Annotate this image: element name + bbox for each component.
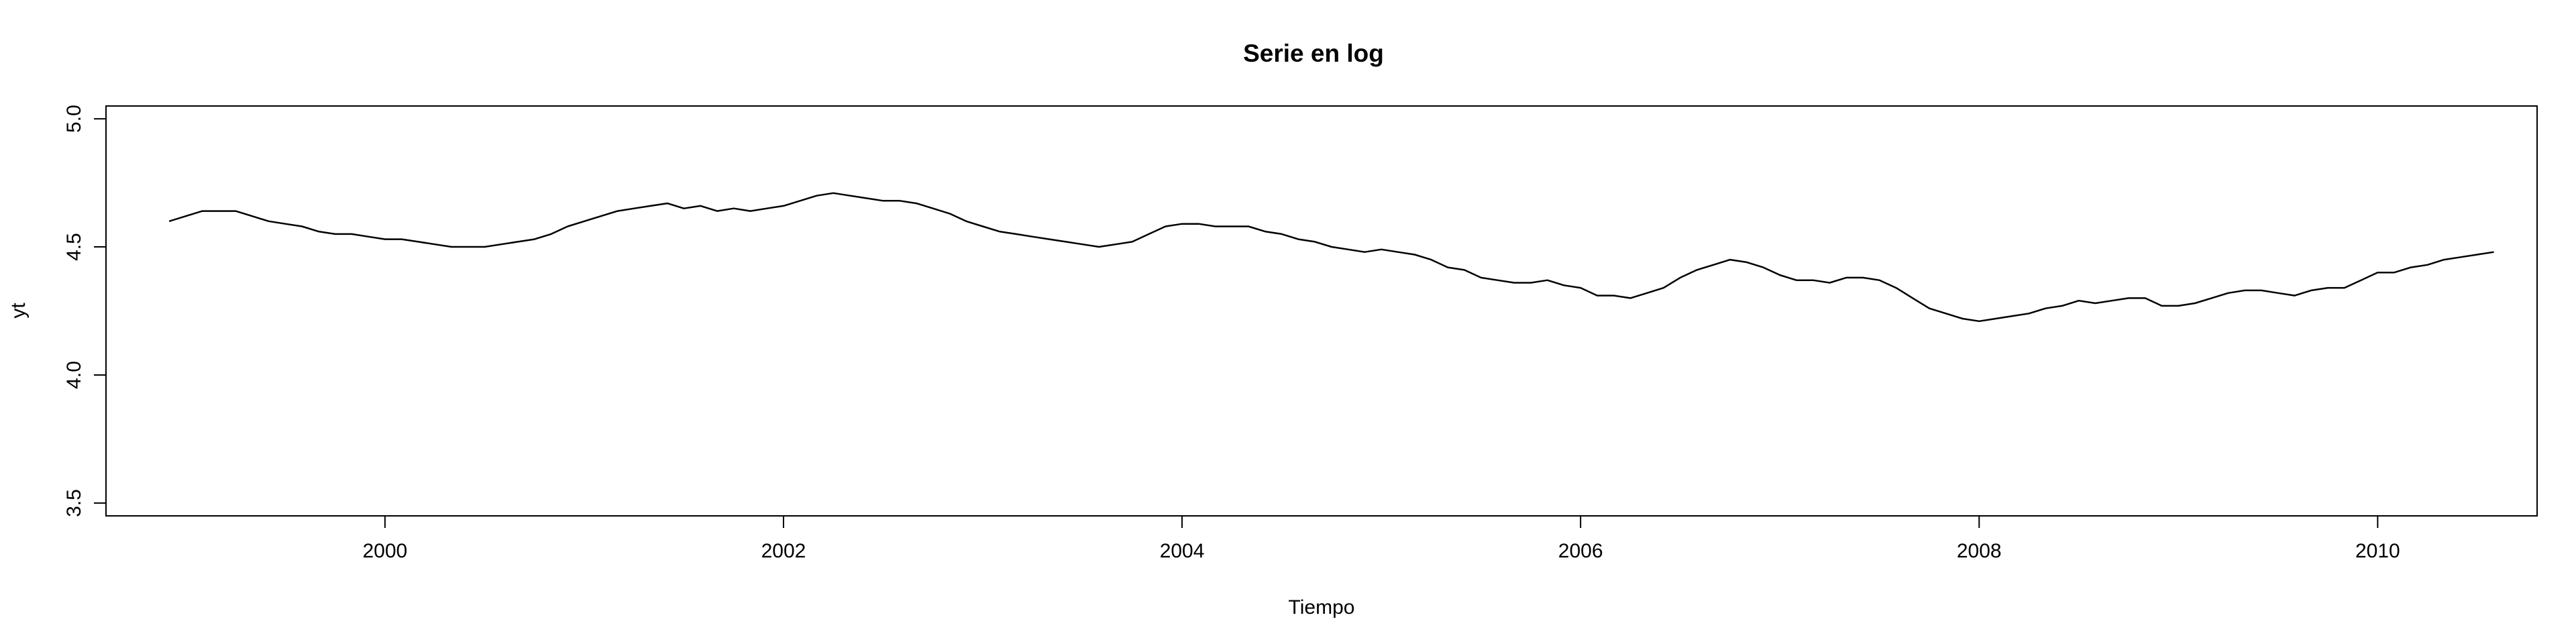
y-axis-label: yt bbox=[7, 303, 30, 319]
x-axis-label: Tiempo bbox=[1289, 596, 1355, 619]
x-tick-label: 2002 bbox=[761, 540, 806, 562]
x-tick-label: 2004 bbox=[1160, 540, 1205, 562]
y-tick-label: 3.5 bbox=[63, 489, 85, 517]
y-tick-label: 4.5 bbox=[63, 233, 85, 261]
x-tick-label: 2000 bbox=[362, 540, 407, 562]
y-tick-label: 4.0 bbox=[63, 361, 85, 389]
chart-title: Serie en log bbox=[1243, 40, 1384, 67]
x-axis: 2000 2002 2004 2006 2008 2010 bbox=[362, 515, 2400, 562]
y-axis: 3.5 4.0 4.5 5.0 bbox=[63, 105, 107, 517]
y-tick-label: 5.0 bbox=[63, 105, 85, 133]
plot-frame bbox=[105, 105, 2538, 517]
series-line bbox=[168, 192, 2494, 323]
x-tick-label: 2008 bbox=[1957, 540, 2002, 562]
x-tick-label: 2006 bbox=[1558, 540, 1603, 562]
x-tick-label: 2010 bbox=[2355, 540, 2400, 562]
